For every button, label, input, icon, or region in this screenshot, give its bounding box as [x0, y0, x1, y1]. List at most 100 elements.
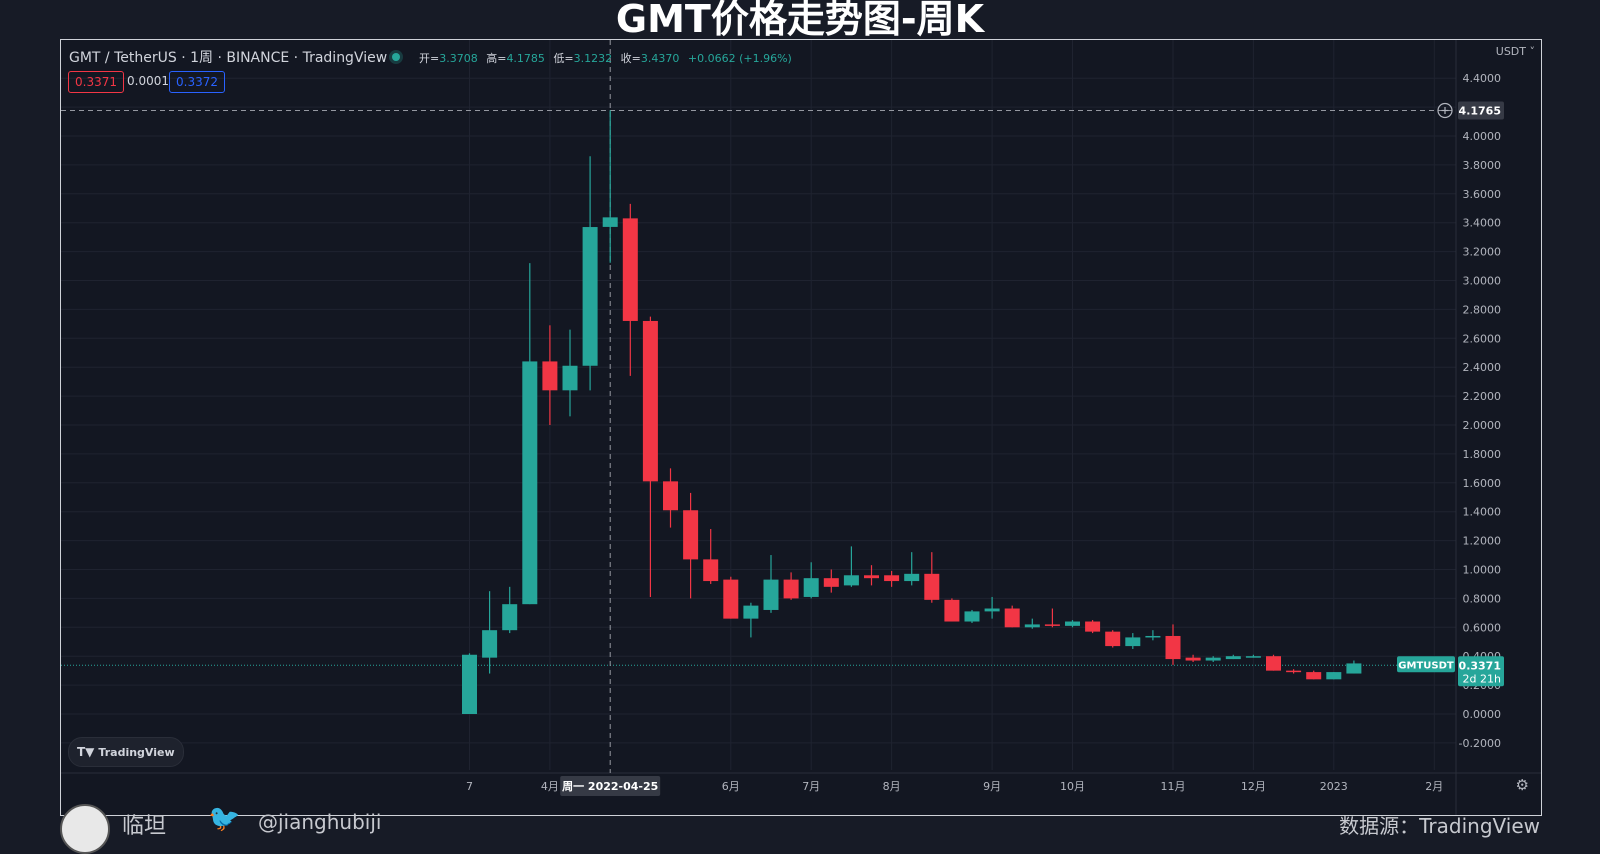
- y-tick-label: 3.4000: [1463, 217, 1502, 230]
- candle-body: [884, 575, 900, 582]
- tradingview-logo[interactable]: T▼ TradingView: [68, 737, 184, 767]
- candle-body: [703, 559, 719, 582]
- plus-circle-ring: [1437, 102, 1453, 119]
- page-title: GMT价格走势图-周K: [615, 0, 985, 41]
- data-source: 数据源：TradingView: [1339, 814, 1540, 838]
- candle-body: [683, 510, 699, 560]
- y-tick-label: 3.0000: [1463, 275, 1502, 288]
- bid-price-button[interactable]: 0.3371: [68, 71, 124, 93]
- twitter-handle: @jianghubiji: [258, 810, 382, 834]
- plus-circle-icon: [1437, 102, 1453, 119]
- candle-body: [984, 608, 1000, 612]
- gear-icon[interactable]: ⚙: [1515, 776, 1529, 794]
- candle-body: [1125, 637, 1141, 647]
- avatar: [60, 804, 110, 854]
- y-tick-label: 1.0000: [1463, 564, 1502, 577]
- crosshair-price-label: 4.1765: [1459, 104, 1501, 117]
- market-status-icon: [392, 53, 400, 61]
- y-tick-label: -0.2000: [1459, 737, 1501, 750]
- candle-body: [602, 217, 618, 227]
- candle-body: [542, 361, 558, 391]
- spread-value: 0.0001: [127, 74, 169, 88]
- candle-body: [1306, 672, 1322, 680]
- candle-body: [1004, 608, 1020, 628]
- author-name: 临坦: [122, 814, 167, 839]
- y-tick-label: 4.0000: [1463, 130, 1502, 143]
- x-tick-label: 4月: [541, 780, 559, 793]
- candle-body: [743, 605, 759, 619]
- candle-body: [1286, 670, 1302, 673]
- candle-body: [522, 361, 538, 605]
- crosshair-date-label: 周一 2022-04-25: [562, 780, 658, 793]
- y-tick-label: 0.8000: [1463, 592, 1502, 605]
- ask-price-button[interactable]: 0.3372: [169, 71, 225, 93]
- y-tick-label: 1.8000: [1463, 448, 1502, 461]
- high-label: 高=: [486, 52, 507, 65]
- open-label: 开=: [419, 52, 440, 65]
- candle-body: [462, 654, 477, 714]
- candle-body: [502, 604, 518, 631]
- high-value: 4.1785: [506, 52, 545, 65]
- symbol-tag-label: GMTUSDT: [1398, 660, 1454, 671]
- last-price-box: [1458, 656, 1504, 687]
- candle-body: [843, 575, 859, 586]
- twitter-bird-icon: 🐦: [208, 804, 241, 834]
- candle-body: [1225, 656, 1241, 660]
- crosshair-price-box: [1458, 101, 1504, 120]
- symbol-title[interactable]: GMT / TetherUS · 1周 · BINANCE · TradingV…: [69, 50, 388, 66]
- x-tick-label: 6月: [722, 780, 740, 793]
- candle-body: [1245, 656, 1261, 658]
- close-value: 3.4370: [640, 52, 680, 65]
- candle-body: [1346, 663, 1362, 674]
- candle-body: [1024, 624, 1040, 628]
- candlestick-chart[interactable]: -0.20000.00000.20000.40000.60000.80001.0…: [61, 40, 1541, 815]
- chart-background: [61, 40, 1541, 815]
- candle-body: [1205, 657, 1221, 661]
- candle-body: [864, 575, 879, 579]
- candle-body: [562, 365, 578, 391]
- x-tick-label: 7: [466, 780, 473, 793]
- x-tick-label: 10月: [1060, 780, 1085, 793]
- candle-body: [723, 579, 739, 619]
- candle-body: [1065, 621, 1080, 626]
- y-tick-label: 2.0000: [1463, 419, 1502, 432]
- y-tick-label: 2.6000: [1463, 332, 1502, 345]
- candle-body: [904, 573, 920, 582]
- x-tick-label: 7月: [802, 780, 820, 793]
- y-tick-label: 3.8000: [1463, 159, 1502, 172]
- x-tick-label: 2023: [1320, 780, 1348, 793]
- symbol-tag-box: [1397, 656, 1455, 673]
- candle-body: [924, 573, 940, 600]
- candle-body: [1145, 635, 1161, 638]
- y-tick-label: 0.0000: [1463, 708, 1502, 721]
- candle-body: [482, 630, 498, 658]
- currency-selector[interactable]: USDT ˅: [1495, 45, 1535, 58]
- y-tick-label: 4.4000: [1463, 72, 1502, 85]
- tradingview-logo-text: TradingView: [98, 746, 175, 759]
- y-tick-label: 2.8000: [1463, 303, 1502, 316]
- y-tick-label: 3.2000: [1463, 246, 1502, 259]
- candle-body: [1085, 621, 1101, 632]
- candle-body: [1165, 635, 1181, 660]
- chart-panel[interactable]: -0.20000.00000.20000.40000.60000.80001.0…: [60, 39, 1542, 816]
- x-tick-label: 12月: [1241, 780, 1266, 793]
- y-tick-label: 2.2000: [1463, 390, 1502, 403]
- open-value: 3.3708: [439, 52, 478, 65]
- close-label: 收=: [620, 52, 641, 65]
- y-tick-label: 0.6000: [1463, 621, 1502, 634]
- x-tick-label: 2月: [1425, 780, 1443, 793]
- candle-body: [944, 599, 960, 622]
- y-tick-label: 1.2000: [1463, 535, 1502, 548]
- y-tick-label: 1.4000: [1463, 506, 1502, 519]
- crosshair-date-box: [560, 776, 661, 796]
- candle-body: [642, 320, 658, 482]
- candle-body: [823, 578, 839, 587]
- candle-body: [803, 578, 819, 597]
- footer: 临坦 🐦 @jianghubiji 数据源：TradingView: [60, 800, 1540, 854]
- x-tick-label: 8月: [883, 780, 901, 793]
- candle-body: [582, 227, 598, 366]
- y-tick-label: 1.6000: [1463, 477, 1502, 490]
- y-tick-label: 3.6000: [1463, 188, 1502, 201]
- candle-body: [1326, 672, 1342, 680]
- tradingview-logo-icon: T▼: [77, 745, 95, 759]
